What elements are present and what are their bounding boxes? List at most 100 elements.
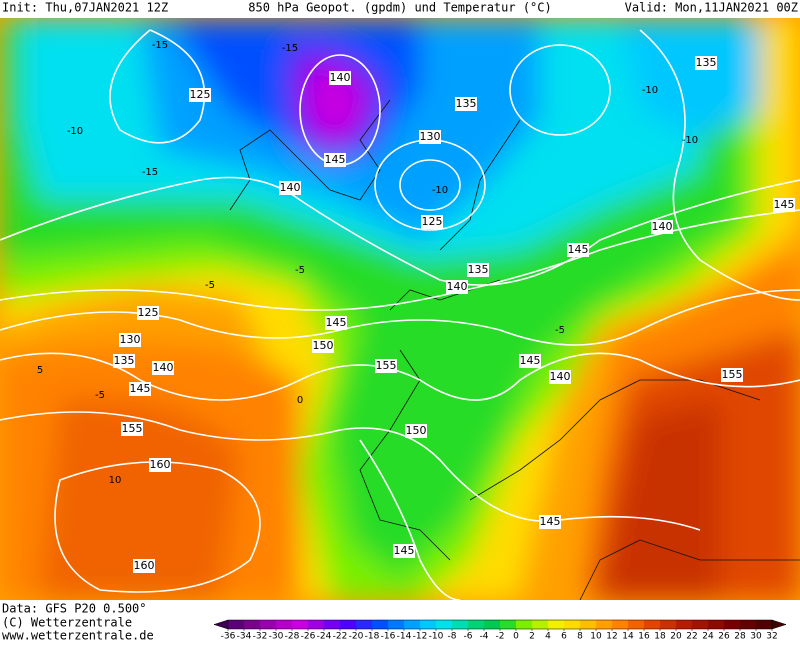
colorbar-band — [564, 620, 580, 629]
colorbar-band — [708, 620, 724, 629]
label-box — [695, 56, 717, 70]
geopotential-label: 155 — [376, 359, 397, 372]
temperature-label: 10 — [109, 475, 122, 486]
temperature-label: -15 — [152, 40, 168, 51]
colorbar-tick-label: 16 — [638, 632, 650, 642]
temperature-label: -15 — [282, 43, 298, 54]
geopotential-label: 135 — [696, 56, 717, 69]
label-box — [152, 361, 174, 375]
label-box — [133, 559, 155, 573]
geopotential-label: 145 — [774, 198, 795, 211]
geopotential-label: 140 — [550, 370, 571, 383]
colorbar-band — [404, 620, 420, 629]
colorbar-tick-label: 6 — [561, 632, 567, 642]
geopotential-label: 125 — [190, 88, 211, 101]
colorbar: -36 -34 -32 -30 -28 -26 -24 -22 -20 -18 -16 -14 -12-… — [213, 619, 787, 642]
colorbar-tick-label: -28 — [285, 632, 300, 642]
colorbar-band — [420, 620, 436, 629]
geopotential-label: 145 — [540, 515, 561, 528]
colorbar-tick-label: 8 — [577, 632, 583, 642]
geopotential-label: 155 — [122, 422, 143, 435]
colorbar-tick-label: -2 — [496, 632, 505, 642]
temperature-label: -5 — [555, 325, 565, 336]
isolines — [0, 29, 800, 600]
colorbar-tick-label: -30 — [269, 632, 284, 642]
colorbar-band — [468, 620, 484, 629]
colorbar-band — [452, 620, 468, 629]
label-box — [129, 382, 151, 396]
website: www.wetterzentrale.de — [2, 629, 154, 643]
colorbar-tick-label: 10 — [590, 632, 602, 642]
temperature-label: -10 — [682, 135, 698, 146]
geopotential-label: 130 — [420, 130, 441, 143]
label-box — [121, 422, 143, 436]
label-box — [567, 243, 589, 257]
label-box — [467, 263, 489, 277]
temperature-label: -10 — [432, 185, 448, 196]
colorbar-band — [436, 620, 452, 629]
colorbar-band — [724, 620, 740, 629]
colorbar-band — [356, 620, 372, 629]
temperature-label: -10 — [642, 85, 658, 96]
colorbar-band — [228, 620, 244, 629]
colorbar-tick-label: -6 — [464, 632, 473, 642]
label-box — [419, 130, 441, 144]
colorbar-tick-label: -4 — [480, 632, 489, 642]
copyright: (C) Wetterzentrale — [2, 616, 132, 630]
geopotential-label: 140 — [280, 181, 301, 194]
label-box — [393, 544, 415, 558]
colorbar-tick-label: -18 — [365, 632, 380, 642]
colorbar-tick-label: 24 — [702, 632, 714, 642]
colorbar-tick-label: 14 — [622, 632, 634, 642]
geopotential-label: 135 — [114, 354, 135, 367]
valid-time: Valid: Mon,11JAN2021 00Z — [625, 1, 798, 15]
colorbar-band — [260, 620, 276, 629]
colorbar-band — [756, 620, 772, 629]
data-source: Data: GFS P20 0.500° — [2, 602, 147, 616]
colorbar-band — [660, 620, 676, 629]
colorbar-tick-label: 2 — [529, 632, 535, 642]
geopotential-label: 160 — [134, 559, 155, 572]
temperature-label: -15 — [142, 167, 158, 178]
label-box — [312, 339, 334, 353]
geopotential-label: 150 — [406, 424, 427, 437]
colorbar-tick-label: -14 — [397, 632, 412, 642]
colorbar-tick-label: -34 — [237, 632, 252, 642]
colorbar-tick-label: 0 — [513, 632, 519, 642]
colorbar-tick-label: 4 — [545, 632, 551, 642]
colorbar-band — [500, 620, 516, 629]
colorbar-tick-label: 26 — [718, 632, 730, 642]
colorbar-tick-label: 12 — [606, 632, 617, 642]
colorbar-tick-label: 32 — [766, 632, 777, 642]
colorbar-band — [484, 620, 500, 629]
colorbar-tick-label: -10 — [429, 632, 444, 642]
temperature-label: -10 — [67, 126, 83, 137]
geopotential-label: 140 — [330, 71, 351, 84]
label-box — [329, 71, 351, 85]
colorbar-band — [516, 620, 532, 629]
label-box — [189, 88, 211, 102]
label-box — [325, 316, 347, 330]
temperature-label: 0 — [297, 395, 303, 406]
geopotential-label: 155 — [722, 368, 743, 381]
temperature-label: -5 — [295, 265, 305, 276]
geopotential-label: 150 — [313, 339, 334, 352]
label-box — [119, 333, 141, 347]
header-bar — [0, 0, 800, 18]
colorbar-band — [644, 620, 660, 629]
label-box — [324, 153, 346, 167]
geopotential-label: 145 — [326, 316, 347, 329]
temperature-label: 5 — [37, 365, 43, 376]
geopotential-label: 145 — [394, 544, 415, 557]
colorbar-tick-label: -12 — [413, 632, 428, 642]
geopotential-label: 130 — [120, 333, 141, 346]
geopotential-label: 145 — [520, 354, 541, 367]
colorbar-band — [276, 620, 292, 629]
geopotential-label: 140 — [447, 280, 468, 293]
colorbar-band — [244, 620, 260, 629]
label-box — [539, 515, 561, 529]
colorbar-tick-label: -32 — [253, 632, 268, 642]
label-box — [519, 354, 541, 368]
label-box — [651, 220, 673, 234]
